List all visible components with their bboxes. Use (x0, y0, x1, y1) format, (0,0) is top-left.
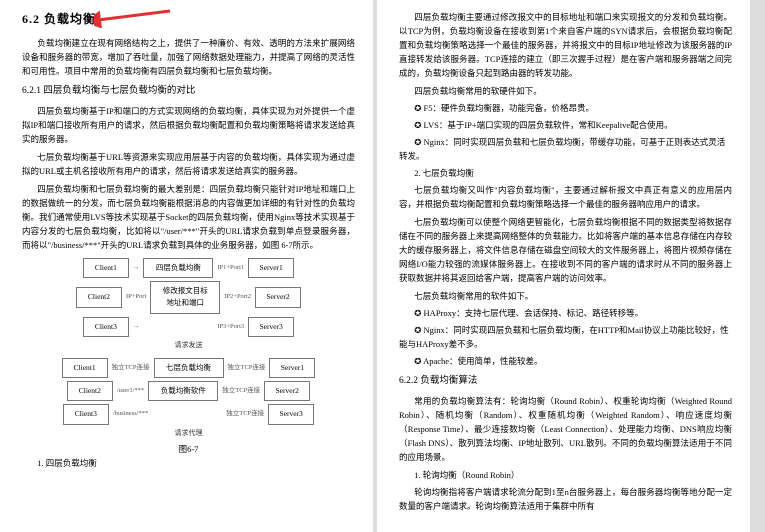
paragraph-l3: 四层负载均衡和七层负载均衡的最大差别是：四层负载均衡只能针对IP地址和端口上的数… (22, 182, 355, 252)
client-box: Client2 (76, 287, 122, 307)
subsection-6-2-2-title: 6.2.2 负载均衡算法 (399, 374, 732, 390)
conn-label: IP2+Port2 (224, 292, 251, 303)
server-box: Server3 (248, 317, 294, 337)
client-box: Client3 (63, 404, 109, 424)
page-left: 6.2 负载均衡 负载均衡建立在现有网络结构之上，提供了一种廉价、有效、透明的方… (0, 0, 373, 532)
figure-caption: 图6-7 (22, 442, 355, 456)
conn-label: IP3+Port3 (217, 322, 244, 333)
bullet-lvs: ✪ LVS：基于IP+端口实现的四层负载软件，常和Keepalive配合使用。 (399, 118, 732, 132)
client-box: Client1 (83, 258, 129, 278)
url-label: /business/*** (113, 409, 148, 420)
url-label: /user1/*** (117, 386, 144, 397)
diagram-l7-lb: Client1 独立TCP连接 七层负载均衡 独立TCP连接 Server1 C… (39, 358, 339, 440)
paragraph-r5: 轮询均衡指将客户端请求轮流分配到1至n台服务器上，每台服务器均衡等地分配一定数量… (399, 485, 732, 513)
list-intro-r2: 七层负载均衡常用的软件如下。 (399, 289, 732, 303)
server-box: Server2 (264, 381, 310, 401)
tcp-label: 独立TCP连接 (226, 409, 264, 420)
paragraph-l2: 七层负载均衡基于URL等资源来实现应用层基于内容的负载均衡，具体实现为通过虚拟的… (22, 150, 355, 178)
client-box: Client1 (62, 358, 108, 378)
diagram-req-label: 请求发送 (39, 340, 339, 352)
list-item-1b-title: 1. 轮询均衡（Round Robin） (399, 468, 732, 482)
section-heading: 6.2 负载均衡 (22, 10, 355, 30)
conn-label: → (133, 263, 140, 274)
server-box: Server1 (269, 358, 315, 378)
tcp-label: 独立TCP连接 (228, 363, 266, 374)
paragraph-r1: 四层负载均衡主要通过修改报文中的目标地址和端口来实现报文的分发和负载均衡。以TC… (399, 10, 732, 80)
section-number: 6.2 (22, 12, 40, 26)
lb-box-l7: 七层负载均衡 (154, 358, 224, 378)
bullet-nginx-1: ✪ Nginx：同时实现四层负载和七层负载均衡，带缓存功能，可基于正则表达式灵活… (399, 135, 732, 163)
diagram-l4-lb: Client1 → 四层负载均衡 IP1+Port1 Server1 Clien… (39, 258, 339, 352)
server-box: Server3 (268, 404, 314, 424)
list-item-2-title: 2. 七层负载均衡 (399, 166, 732, 180)
bullet-nginx-2: ✪ Nginx：同时实现四层负载和七层负载均衡，在HTTP和Mail协议上功能比… (399, 323, 732, 351)
bullet-apache: ✪ Apache：使用简单，性能较差。 (399, 354, 732, 368)
paragraph-r3: 七层负载均衡可以使整个网络更智能化，七层负载均衡根据不同的数据类型将数据存储在不… (399, 215, 732, 285)
bullet-haproxy: ✪ HAProxy：支持七层代理、会话保持、标记、路径转移等。 (399, 306, 732, 320)
list-item-1-title: 1. 四层负载均衡 (22, 456, 355, 470)
lb-box-l4: 四层负载均衡 (143, 258, 213, 278)
page-right: 四层负载均衡主要通过修改报文中的目标地址和端口来实现报文的分发和负载均衡。以TC… (377, 0, 750, 532)
bullet-f5: ✪ F5：硬件负载均衡器，功能完备，价格昂贵。 (399, 101, 732, 115)
conn-label: → (133, 322, 140, 333)
paragraph-r4: 常用的负载均衡算法有：轮询均衡（Round Robin）、权重轮询均衡（Weig… (399, 394, 732, 464)
client-box: Client2 (67, 381, 113, 401)
paragraph-r2: 七层负载均衡又叫作"内容负载均衡"，主要通过解析报文中真正有意义的应用层内容，并… (399, 183, 732, 211)
ip-port-label: IP+Port (126, 292, 146, 303)
diagram-proxy-label: 请求代理 (39, 428, 339, 440)
tcp-label: 独立TCP连接 (112, 363, 150, 374)
section-title-text: 负载均衡 (44, 12, 96, 26)
tcp-label: 独立TCP连接 (222, 386, 260, 397)
subsection-6-2-1-title: 6.2.1 四层负载均衡与七层负载均衡的对比 (22, 84, 355, 100)
paragraph-l1: 四层负载均衡基于IP和端口的方式实现网络的负载均衡，具体实现为对外提供一个虚拟I… (22, 104, 355, 146)
server-box: Server1 (248, 258, 294, 278)
lb-software-box: 负载均衡软件 (148, 381, 218, 401)
client-box: Client3 (83, 317, 129, 337)
lb-note-box: 修改报文目标 地址和端口 (150, 281, 220, 314)
intro-paragraph: 负载均衡建立在现有网络结构之上，提供了一种廉价、有效、透明的方法来扩展网络设备和… (22, 36, 355, 78)
conn-label: IP1+Port1 (217, 263, 244, 274)
list-intro-r1: 四层负载均衡常用的软硬件如下。 (399, 84, 732, 98)
server-box: Server2 (255, 287, 301, 307)
